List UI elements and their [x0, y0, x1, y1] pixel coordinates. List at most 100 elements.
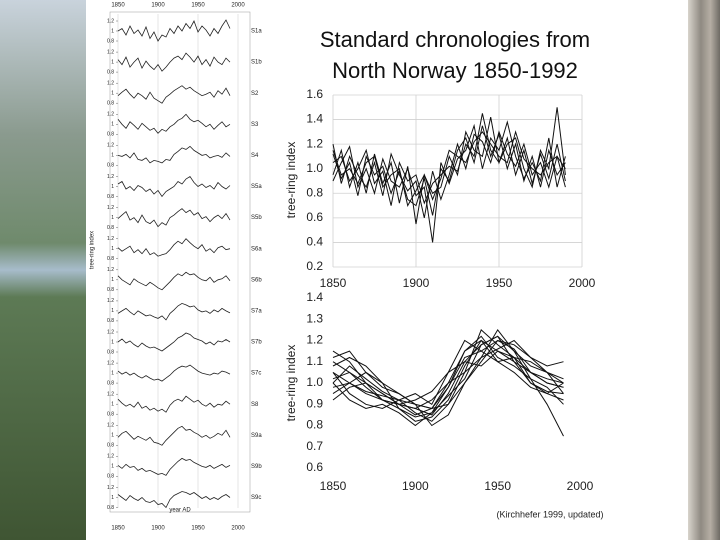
- y-tick-label: 1: [111, 91, 114, 97]
- series-line: [117, 395, 231, 413]
- y-tick-label: 1: [111, 246, 114, 252]
- y-tick-label: 1.2: [107, 236, 114, 242]
- strip-label: S1b: [251, 60, 262, 66]
- y-tick-label: 1: [111, 402, 114, 408]
- y-tick-label: 0.8: [107, 69, 114, 75]
- y-tick-label: 1.2: [107, 360, 114, 366]
- y-tick-label: 0.8: [107, 287, 114, 293]
- y-tick-label: 1: [111, 184, 114, 190]
- y-tick-label: 0.8: [107, 349, 114, 355]
- left-panel: [109, 11, 251, 513]
- x-tick-label: 1850: [111, 526, 125, 532]
- y-tick-label: 1: [111, 153, 114, 159]
- series-line: [117, 52, 231, 72]
- series-line: [117, 302, 231, 321]
- y-tick-label: 0.6: [306, 460, 323, 474]
- x-tick-label: 1950: [191, 3, 205, 9]
- y-tick-label: 0.8: [107, 256, 114, 262]
- y-tick-label: 1: [111, 277, 114, 283]
- series-line: [117, 208, 231, 228]
- series-line: [117, 238, 231, 257]
- x-tick-label: 1950: [191, 526, 205, 532]
- y-axis-label: tree-ring index: [284, 142, 298, 219]
- strip-label: S2: [251, 91, 259, 97]
- x-tick-label: 1850: [320, 276, 347, 290]
- y-tick-label: 1.1: [306, 354, 323, 368]
- y-tick-label: 1.2: [107, 392, 114, 398]
- series-line: [332, 339, 564, 410]
- y-tick-label: 0.8: [107, 412, 114, 418]
- y-tick-label: 0.4: [306, 235, 323, 249]
- x-tick-label: 1900: [151, 3, 165, 9]
- y-tick-label: 1.2: [107, 143, 114, 149]
- series-line: [332, 130, 566, 207]
- x-tick-label: 1950: [486, 276, 513, 290]
- y-tick-label: 1.2: [107, 18, 114, 24]
- series-line: [332, 116, 566, 225]
- series-line: [332, 120, 566, 243]
- strip-label: S5a: [251, 184, 262, 190]
- background-photo: [0, 0, 86, 540]
- strip-label: S7a: [251, 308, 262, 314]
- y-tick-label: 0.8: [107, 132, 114, 138]
- y-tick-label: 0.8: [107, 474, 114, 480]
- x-tick-label: 2000: [231, 526, 245, 532]
- y-tick-label: 0.8: [306, 185, 323, 199]
- y-tick-label: 1.2: [107, 329, 114, 335]
- strip-label: S7b: [251, 340, 262, 346]
- strip-label: S7c: [251, 371, 261, 377]
- y-tick-label: 1.2: [107, 112, 114, 118]
- y-tick-label: 1: [111, 433, 114, 439]
- y-tick-label: 1.2: [107, 298, 114, 304]
- y-tick-label: 0.6: [306, 210, 323, 224]
- y-tick-label: 1.4: [306, 112, 323, 126]
- strip-label: S9c: [251, 495, 261, 501]
- strip-label: S3: [251, 122, 259, 128]
- series-line: [332, 335, 564, 418]
- series-line: [117, 145, 231, 164]
- y-tick-label: 1.2: [107, 423, 114, 429]
- y-tick-label: 1: [111, 308, 114, 314]
- y-tick-label: 0.8: [107, 163, 114, 169]
- x-tick-label: 2000: [231, 3, 245, 9]
- x-tick-label: 1850: [111, 3, 125, 9]
- series-line: [332, 350, 564, 405]
- y-tick-label: 1.0: [306, 161, 323, 175]
- strip-label: S5b: [251, 215, 262, 221]
- x-axis-label: year AD: [169, 508, 191, 514]
- series-line: [117, 113, 231, 134]
- y-axis-label: tree-ring index: [90, 231, 96, 269]
- x-tick-label: 2000: [569, 276, 596, 290]
- y-tick-label: 1.2: [306, 136, 323, 150]
- y-tick-label: 1: [111, 215, 114, 221]
- y-tick-label: 1.6: [306, 87, 323, 101]
- y-tick-label: 1: [111, 370, 114, 376]
- x-tick-label: 1950: [484, 479, 511, 493]
- y-axis-label: tree-ring index: [284, 345, 298, 422]
- y-tick-label: 0.8: [107, 194, 114, 200]
- series-line: [332, 339, 564, 422]
- x-tick-label: 2000: [567, 479, 594, 493]
- y-tick-label: 1: [111, 122, 114, 128]
- y-tick-label: 0.2: [306, 259, 323, 273]
- strip-label: S8: [251, 402, 259, 408]
- y-tick-label: 1: [111, 59, 114, 65]
- y-tick-label: 0.8: [107, 101, 114, 107]
- y-tick-label: 0.8: [107, 38, 114, 44]
- y-tick-label: 1: [111, 495, 114, 501]
- y-tick-label: 1.2: [107, 267, 114, 273]
- y-tick-label: 0.8: [107, 443, 114, 449]
- y-tick-label: 1.2: [107, 174, 114, 180]
- y-tick-label: 1: [111, 464, 114, 470]
- y-tick-label: 0.8: [107, 505, 114, 511]
- series-line: [117, 491, 231, 509]
- y-tick-label: 1.2: [306, 333, 323, 347]
- x-tick-label: 1900: [402, 479, 429, 493]
- series-line: [117, 271, 231, 291]
- y-tick-label: 1.3: [306, 311, 323, 325]
- y-tick-label: 0.8: [107, 318, 114, 324]
- y-tick-label: 1: [111, 339, 114, 345]
- y-tick-label: 1.2: [107, 81, 114, 87]
